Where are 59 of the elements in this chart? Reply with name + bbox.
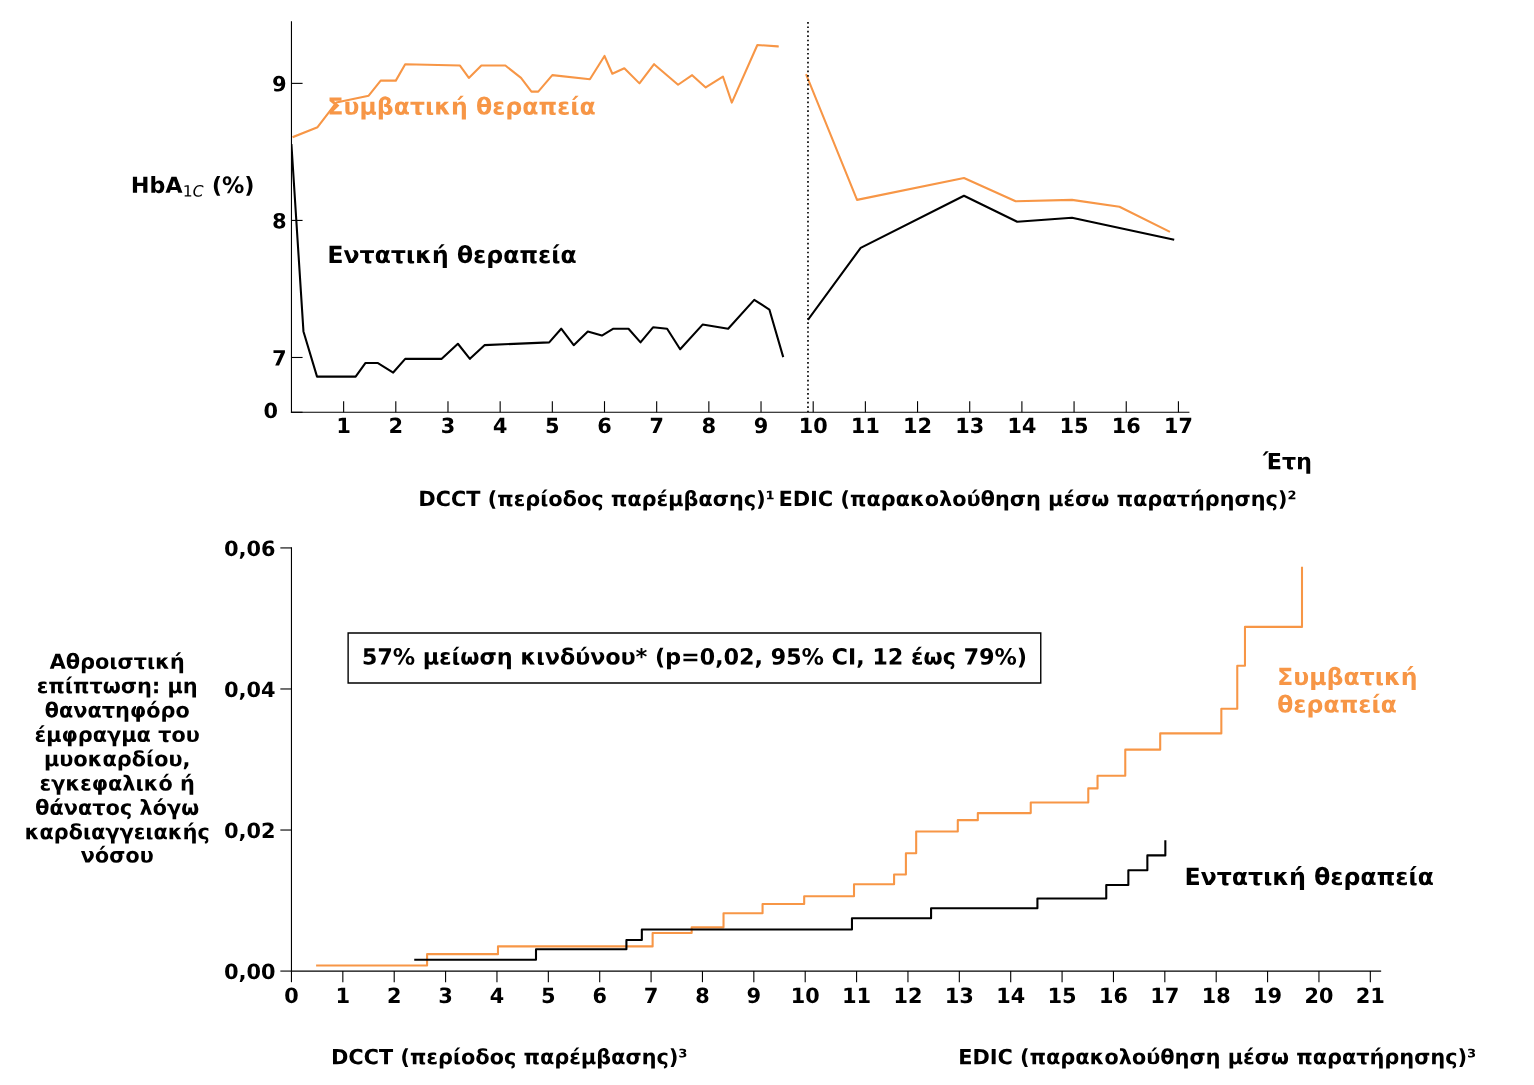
- x-tick-label: 8: [696, 987, 709, 1004]
- text: DCCT (περίοδος παρέμβασης)³: [332, 1047, 687, 1069]
- series-label: Συμβατική θεραπεία: [329, 95, 595, 120]
- x-tick-label: 17: [1152, 987, 1178, 1003]
- series-label: Εντατική θεραπεία: [329, 244, 576, 268]
- y-tick-label: 0,02: [225, 822, 274, 841]
- x-tick-label: 11: [844, 987, 870, 1003]
- y-tick-label: 7: [273, 350, 285, 366]
- x-tick-label: 5: [546, 417, 559, 434]
- x-tick-label: 15: [1061, 417, 1088, 434]
- x-tick-label: 14: [1009, 417, 1036, 433]
- text: DCCT (περίοδος παρέμβασης)¹: [420, 489, 774, 511]
- text: EDIC (παρακολούθηση μέσω παρατήρησης)³: [960, 1047, 1476, 1069]
- series-label: Συμβατική θεραπεία: [1278, 666, 1416, 718]
- x-tick-label: 13: [957, 417, 983, 434]
- x-tick-label: 1: [338, 417, 350, 433]
- x-tick-label: 7: [650, 417, 663, 433]
- x-tick-label: 20: [1306, 987, 1333, 1004]
- x-tick-label: 0: [285, 987, 298, 1004]
- series-label: Εντατική θεραπεία: [1186, 866, 1433, 890]
- x-tick-label: 5: [542, 987, 555, 1004]
- x-tick-label: 12: [905, 417, 931, 433]
- x-tick-label: 18: [1204, 987, 1230, 1004]
- x-tick-label: 2: [388, 987, 400, 1003]
- x-tick-label: 17: [1166, 417, 1192, 433]
- y-axis-title: HbA$_{1C}$ (%): [132, 175, 253, 197]
- text: Αθροιστική επίπτωση: μη θανατηφόρο έμφραγμα του μυοκαρδίου, εγκεφαλικό ή θάνατος λόγω καρδιαγγειακής νόσου: [26, 652, 209, 863]
- x-tick-label: 16: [1101, 987, 1127, 1004]
- x-tick-label: 15: [1049, 987, 1076, 1004]
- y-tick-label: 9: [273, 75, 286, 92]
- y-tick-label: 0,04: [225, 681, 275, 700]
- y-tick-label: 0,00: [225, 963, 275, 982]
- x-tick-label: 3: [442, 417, 454, 434]
- x-axis-title: Έτη: [1262, 451, 1311, 474]
- x-tick-label: 16: [1114, 417, 1140, 434]
- x-tick-label: 19: [1255, 987, 1281, 1004]
- x-tick-label: 6: [593, 987, 606, 1004]
- x-tick-label: 9: [754, 417, 767, 434]
- x-tick-label: 11: [853, 417, 879, 433]
- x-tick-label: 1: [337, 987, 349, 1003]
- text: EDIC (παρακολούθηση μέσω παρατήρησης)²: [780, 489, 1296, 511]
- x-tick-label: 4: [493, 417, 507, 433]
- x-tick-label: 8: [702, 417, 715, 434]
- y-tick-label: 8: [273, 212, 286, 229]
- x-tick-label: 3: [439, 987, 452, 1004]
- x-tick-label: 12: [895, 987, 921, 1003]
- x-tick-label: 21: [1357, 987, 1384, 1003]
- y-tick-label: 0,06: [225, 540, 275, 559]
- x-tick-label: 2: [390, 417, 402, 433]
- x-tick-label: 10: [801, 417, 827, 434]
- x-tick-label: 9: [747, 987, 760, 1004]
- x-tick-label: 13: [947, 987, 973, 1004]
- x-tick-label: 14: [998, 987, 1025, 1003]
- x-tick-label: 6: [598, 417, 611, 434]
- text: 0: [264, 402, 277, 419]
- annotation: 57% μείωση κινδύνου* (p=0,02, 95% CI, 12 έως 79%): [363, 646, 1026, 670]
- x-tick-label: 10: [793, 987, 819, 1004]
- x-tick-label: 7: [645, 987, 657, 1003]
- x-tick-label: 4: [490, 987, 504, 1003]
